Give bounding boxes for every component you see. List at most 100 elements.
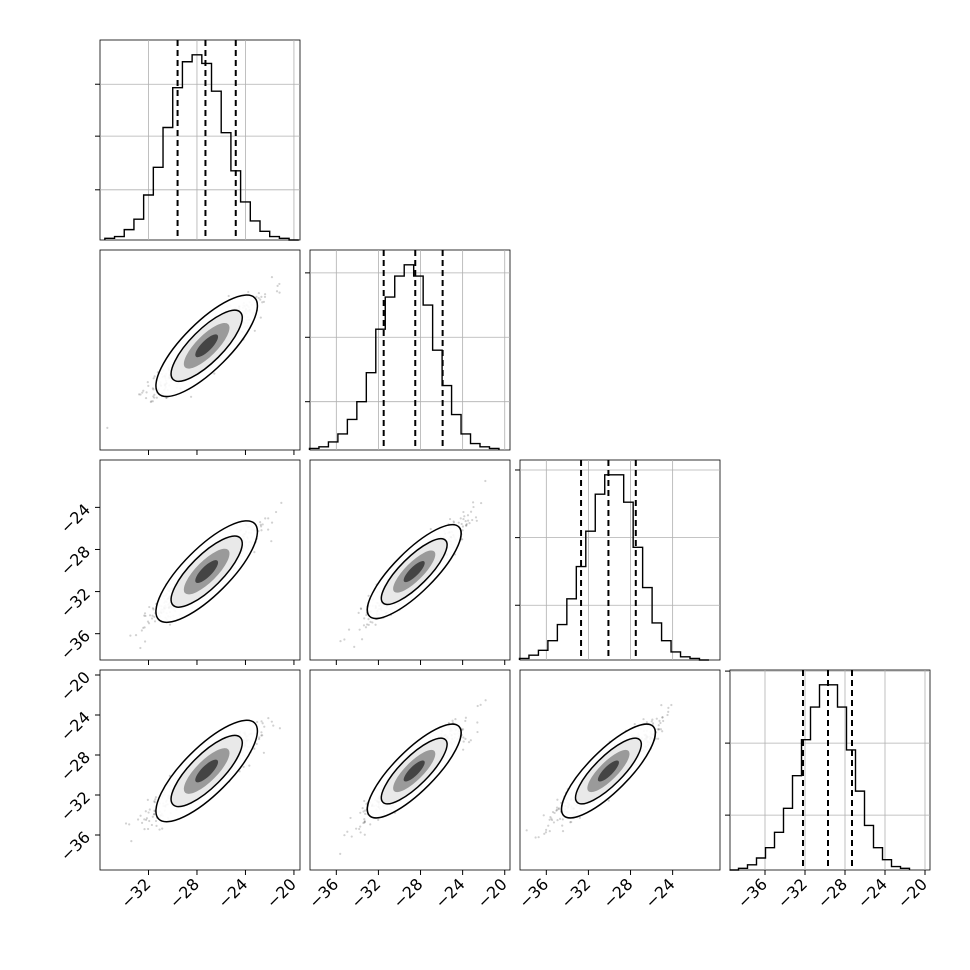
scatter-point [267,528,270,531]
scatter-point [364,812,367,815]
scatter-point [248,764,251,767]
scatter-point [142,626,145,629]
scatter-point [362,821,365,825]
scatter-point [261,523,264,526]
scatter-point [151,400,154,403]
scatter-panel-2-0 [95,459,301,665]
scatter-point [561,830,565,833]
scatter-point [377,818,380,821]
scatter-point [371,621,374,624]
scatter-point [476,704,479,708]
scatter-point [259,316,262,319]
scatter-point [365,613,368,617]
scatter-point [275,290,279,293]
scatter-point [469,510,473,513]
scatter-panel-1-0 [99,249,301,455]
scatter-point [462,740,465,743]
scatter-point [151,614,154,617]
scatter-point [272,724,275,727]
scatter-point [146,827,150,831]
scatter-point [153,801,156,804]
scatter-point [144,810,147,813]
scatter-point [270,521,274,524]
scatter-point [261,301,264,304]
scatter-point [147,384,150,387]
scatter-point [543,832,546,835]
scatter-point [645,721,648,724]
scatter-point [367,594,370,597]
scatter-point [465,523,468,527]
scatter-point [547,824,550,827]
scatter-point [365,623,369,626]
scatter-point [142,389,145,392]
scatter-point [255,295,258,299]
scatter-panel-3-2 [519,669,721,871]
scatter-panel-3-0 [95,669,301,871]
scatter-point [257,291,260,295]
scatter-point [349,816,352,820]
scatter-point [537,836,540,839]
scatter-point [465,523,468,526]
scatter-point [365,802,368,806]
scatter-point [151,607,155,610]
scatter-point [143,612,147,615]
scatter-point [143,614,146,617]
scatter-point [364,626,368,629]
scatter-point [452,520,455,523]
scatter-point [367,618,370,621]
scatter-point [150,617,154,620]
scatter-point [168,623,172,626]
scatter-point [359,607,363,611]
scatter-point [484,479,487,483]
scatter-point [143,626,146,629]
density-contour [195,560,219,583]
scatter-point [152,395,155,398]
scatter-point [139,646,142,650]
scatter-point [651,718,654,721]
scatter-panel-3-1 [309,669,511,871]
scatter-point [467,740,471,744]
scatter-point [359,607,363,610]
scatter-point [262,300,266,303]
scatter-point [479,703,482,706]
scatter-point [247,290,250,294]
scatter-point [270,540,273,543]
scatter-point [359,831,362,834]
scatter-point [561,824,564,827]
scatter-point [474,516,478,519]
scatter-point [144,614,147,618]
scatter-point [153,615,156,618]
scatter-point [464,716,467,719]
scatter-point [363,817,366,821]
scatter-point [270,720,273,723]
scatter-point [128,823,131,826]
scatter-point [476,721,479,724]
scatter-point [468,522,471,525]
scatter-point [276,284,279,287]
scatter-point [642,718,645,721]
scatter-point [154,819,158,823]
scatter-point [357,611,360,615]
scatter-point [267,717,270,720]
scatter-point [144,396,148,400]
scatter-point [471,501,475,504]
scatter-point [270,276,274,279]
scatter-point [262,751,265,754]
scatter-point [569,821,572,824]
scatter-point [359,825,362,828]
scatter-point [369,620,372,623]
scatter-point [343,638,346,641]
scatter-point [260,295,263,298]
scatter-point [350,835,353,838]
scatter-point [106,426,109,429]
scatter-point [152,608,155,611]
histogram-step [104,54,299,241]
scatter-point [227,294,230,298]
scatter-point [461,529,464,532]
scatter-point [448,517,452,521]
scatter-point [136,818,140,821]
scatter-point [278,291,281,294]
scatter-point [213,372,216,375]
scatter-point [457,521,460,524]
scatter-point [153,800,156,803]
